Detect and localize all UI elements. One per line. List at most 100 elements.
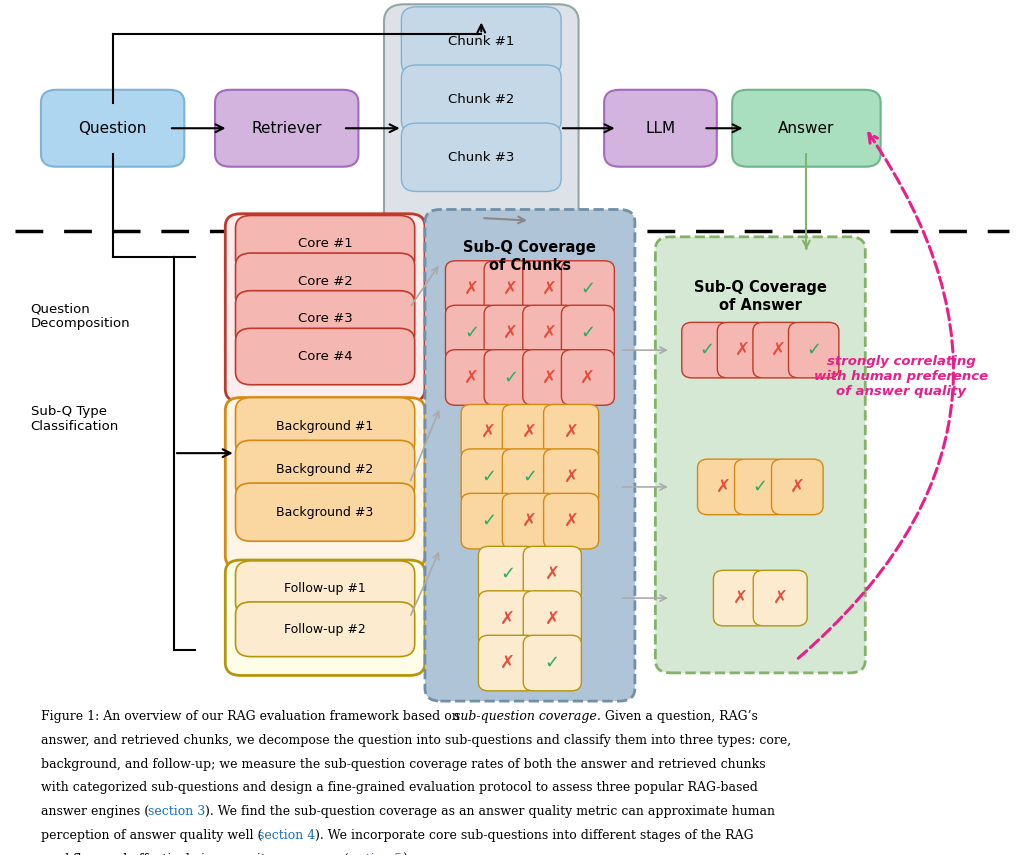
FancyBboxPatch shape bbox=[401, 123, 561, 192]
FancyBboxPatch shape bbox=[734, 459, 786, 515]
Text: ✗: ✗ bbox=[563, 512, 579, 530]
Text: ✓: ✓ bbox=[581, 280, 596, 298]
FancyBboxPatch shape bbox=[236, 291, 415, 347]
FancyBboxPatch shape bbox=[561, 350, 614, 405]
Text: ✓: ✓ bbox=[545, 654, 560, 672]
Text: answer engines (: answer engines ( bbox=[41, 805, 150, 818]
Text: sub-question coverage: sub-question coverage bbox=[455, 710, 597, 722]
FancyBboxPatch shape bbox=[523, 305, 575, 361]
Text: LLM: LLM bbox=[645, 121, 676, 136]
FancyBboxPatch shape bbox=[401, 65, 561, 133]
FancyBboxPatch shape bbox=[788, 322, 839, 378]
FancyBboxPatch shape bbox=[754, 570, 807, 626]
FancyBboxPatch shape bbox=[561, 305, 614, 361]
Text: Follow-up #2: Follow-up #2 bbox=[285, 622, 366, 636]
Text: ✗: ✗ bbox=[581, 369, 596, 386]
Text: Background #1: Background #1 bbox=[276, 420, 374, 433]
Text: Sub-Q Type
Classification: Sub-Q Type Classification bbox=[31, 405, 119, 433]
Text: Background #3: Background #3 bbox=[276, 505, 374, 519]
FancyBboxPatch shape bbox=[544, 493, 599, 549]
Text: ✗: ✗ bbox=[503, 280, 518, 298]
Text: ✗: ✗ bbox=[522, 512, 538, 530]
FancyBboxPatch shape bbox=[41, 90, 184, 167]
Text: Figure 1: An overview of our RAG evaluation framework based on: Figure 1: An overview of our RAG evaluat… bbox=[41, 710, 464, 722]
Text: Background #2: Background #2 bbox=[276, 463, 374, 476]
Text: ✗: ✗ bbox=[716, 478, 731, 496]
FancyBboxPatch shape bbox=[401, 7, 561, 75]
FancyBboxPatch shape bbox=[236, 215, 415, 272]
FancyBboxPatch shape bbox=[478, 546, 537, 602]
Text: ✗: ✗ bbox=[542, 280, 557, 298]
Text: ✗: ✗ bbox=[464, 280, 479, 298]
FancyBboxPatch shape bbox=[503, 449, 557, 504]
Text: Sub-Q Coverage
of Answer: Sub-Q Coverage of Answer bbox=[694, 280, 826, 313]
Text: ✗: ✗ bbox=[542, 324, 557, 342]
Text: Answer: Answer bbox=[778, 121, 835, 136]
FancyBboxPatch shape bbox=[771, 459, 823, 515]
Text: ✗: ✗ bbox=[481, 423, 497, 441]
FancyBboxPatch shape bbox=[445, 305, 499, 361]
Text: ✓: ✓ bbox=[503, 369, 518, 386]
Text: . Given a question, RAG’s: . Given a question, RAG’s bbox=[597, 710, 758, 722]
FancyBboxPatch shape bbox=[236, 398, 415, 456]
FancyBboxPatch shape bbox=[478, 591, 537, 646]
FancyBboxPatch shape bbox=[544, 404, 599, 460]
FancyBboxPatch shape bbox=[484, 261, 537, 316]
FancyBboxPatch shape bbox=[604, 90, 717, 167]
Text: ✗: ✗ bbox=[503, 324, 518, 342]
Text: ✓: ✓ bbox=[481, 512, 497, 530]
FancyBboxPatch shape bbox=[445, 350, 499, 405]
FancyBboxPatch shape bbox=[523, 635, 582, 691]
FancyBboxPatch shape bbox=[384, 4, 579, 235]
Text: Sub-Q Coverage
of Chunks: Sub-Q Coverage of Chunks bbox=[464, 240, 596, 273]
Text: ✗: ✗ bbox=[522, 423, 538, 441]
Text: Core #1: Core #1 bbox=[298, 237, 352, 251]
FancyBboxPatch shape bbox=[225, 214, 425, 402]
Text: answer, and retrieved chunks, we decompose the question into sub-questions and c: answer, and retrieved chunks, we decompo… bbox=[41, 734, 792, 746]
FancyBboxPatch shape bbox=[236, 602, 415, 657]
Text: ✓: ✓ bbox=[806, 341, 821, 359]
FancyBboxPatch shape bbox=[484, 350, 537, 405]
FancyBboxPatch shape bbox=[718, 322, 768, 378]
Text: ✗: ✗ bbox=[735, 341, 751, 359]
Text: section 3: section 3 bbox=[148, 805, 206, 818]
Text: ✗: ✗ bbox=[563, 423, 579, 441]
Text: Core #4: Core #4 bbox=[298, 350, 352, 363]
FancyBboxPatch shape bbox=[523, 350, 575, 405]
Text: ✗: ✗ bbox=[545, 610, 560, 628]
Text: Question: Question bbox=[79, 121, 146, 136]
Text: section 4: section 4 bbox=[258, 829, 315, 842]
Text: Chunk #2: Chunk #2 bbox=[449, 92, 514, 106]
FancyBboxPatch shape bbox=[236, 328, 415, 385]
Text: Core #3: Core #3 bbox=[298, 312, 352, 326]
Text: section 5: section 5 bbox=[345, 853, 401, 855]
Text: ✗: ✗ bbox=[542, 369, 557, 386]
Text: ✗: ✗ bbox=[563, 468, 579, 486]
Text: ). We incorporate core sub-questions into different stages of the RAG: ). We incorporate core sub-questions int… bbox=[315, 829, 754, 842]
FancyBboxPatch shape bbox=[503, 493, 557, 549]
FancyBboxPatch shape bbox=[753, 322, 803, 378]
Text: ✗: ✗ bbox=[464, 369, 479, 386]
FancyBboxPatch shape bbox=[236, 253, 415, 310]
FancyBboxPatch shape bbox=[561, 261, 614, 316]
Text: background, and follow-up; we measure the sub-question coverage rates of both th: background, and follow-up; we measure th… bbox=[41, 758, 766, 770]
FancyBboxPatch shape bbox=[236, 483, 415, 541]
Text: ✗: ✗ bbox=[500, 654, 515, 672]
Text: perception of answer quality well (: perception of answer quality well ( bbox=[41, 829, 262, 842]
FancyBboxPatch shape bbox=[461, 493, 516, 549]
Text: workflow and effectively improve its responses (: workflow and effectively improve its res… bbox=[41, 853, 349, 855]
Text: ✓: ✓ bbox=[699, 341, 715, 359]
Text: ).: ). bbox=[401, 853, 411, 855]
Text: ✓: ✓ bbox=[581, 324, 596, 342]
FancyBboxPatch shape bbox=[461, 404, 516, 460]
Text: Chunk #3: Chunk #3 bbox=[449, 150, 514, 164]
FancyBboxPatch shape bbox=[484, 305, 537, 361]
Text: with categorized sub-questions and design a fine-grained evaluation protocol to : with categorized sub-questions and desig… bbox=[41, 781, 758, 794]
Text: ). We find the sub-question coverage as an answer quality metric can approximate: ). We find the sub-question coverage as … bbox=[206, 805, 775, 818]
Text: ✗: ✗ bbox=[770, 341, 785, 359]
FancyBboxPatch shape bbox=[714, 570, 767, 626]
FancyBboxPatch shape bbox=[523, 261, 575, 316]
FancyBboxPatch shape bbox=[425, 209, 635, 701]
Text: ✗: ✗ bbox=[500, 610, 515, 628]
FancyBboxPatch shape bbox=[697, 459, 750, 515]
